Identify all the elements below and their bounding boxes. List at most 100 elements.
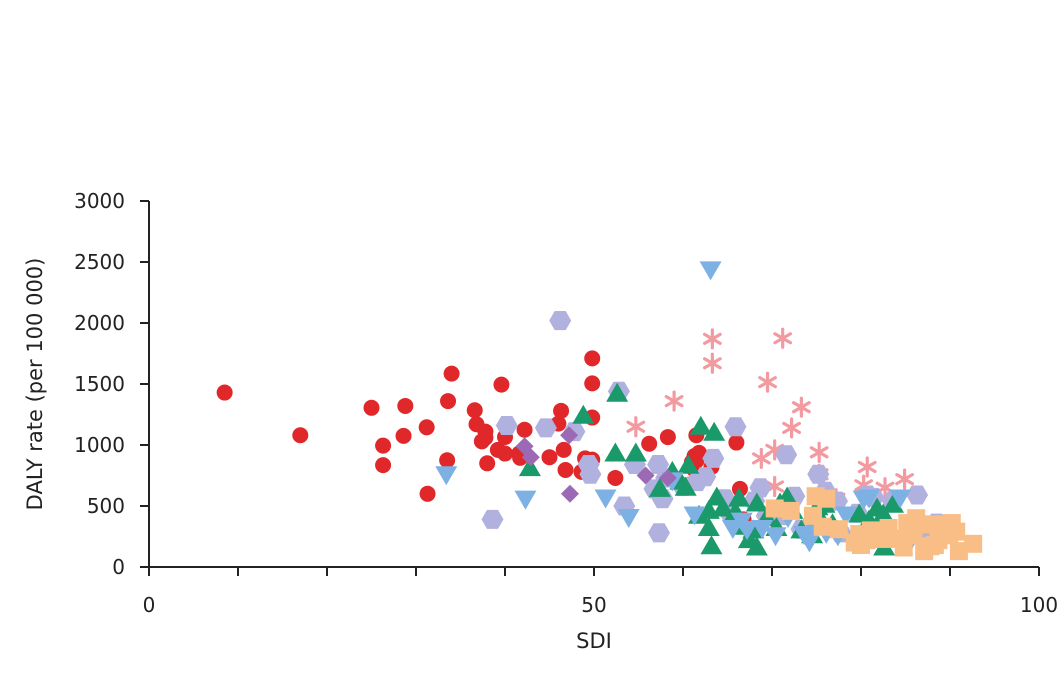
y-tick-label: 2000 [74,311,125,335]
data-point-circle [493,376,510,393]
data-point-triangle-down [736,521,759,541]
data-point-hexagon [775,445,798,465]
data-point-hexagon [481,509,504,529]
data-point-asterisk [782,417,801,439]
data-point-circle [553,402,570,419]
asterisk-stroke [626,420,646,433]
data-point-square [813,517,832,536]
data-point-asterisk [809,441,829,463]
data-point-triangle-up [728,487,751,507]
data-point-diamond [636,466,655,485]
data-point-circle [607,469,624,486]
data-point-hexagon [694,467,717,487]
data-point-asterisk [702,352,722,374]
data-point-triangle-down [594,489,617,509]
data-point-diamond [658,468,677,487]
data-point-hexagon [724,417,747,437]
data-point-triangle-up [572,404,595,424]
data-point-triangle-down [699,261,722,281]
data-point-circle [363,399,380,416]
data-point-triangle-down [514,490,537,510]
x-tick-label: 50 [581,593,606,617]
data-point-hexagon [648,523,670,543]
data-point-circle [466,402,483,419]
data-point-circle [728,434,745,451]
y-tick-label: 1000 [74,433,125,457]
data-point-hexagon [906,485,929,505]
data-point-triangle-up [700,535,723,555]
data-point-circle [584,375,601,392]
data-point-circle [557,462,574,479]
data-point-triangle-down [683,506,706,526]
y-tick-label: 0 [112,555,125,579]
data-point-triangle-up [677,454,700,474]
asterisk-stroke [791,401,811,414]
y-tick-label: 1500 [74,372,125,396]
data-point-circle [584,350,601,367]
asterisk-stroke [782,421,801,435]
data-point-hexagon [579,464,602,484]
data-point-circle [516,421,533,438]
data-point-circle [440,393,457,410]
data-point-circle [439,452,456,469]
data-point-triangle-up [689,415,712,435]
data-point-circle [397,397,414,414]
data-point-circle [419,485,436,502]
data-point-circle [375,437,392,454]
data-point-triangle-down [798,533,821,553]
asterisk-stroke [702,332,722,345]
data-point-asterisk [664,390,684,412]
data-point-circle [541,449,558,466]
data-point-asterisk [702,328,722,350]
y-tick-label: 3000 [74,189,125,213]
data-point-hexagon [807,464,830,484]
data-point-triangle-down [617,508,640,528]
asterisk-stroke [664,394,684,408]
data-point-hexagon [749,478,772,498]
data-point-diamond [521,448,540,467]
data-point-circle [555,441,572,458]
data-point-triangle-up [604,442,627,462]
data-point-square [909,515,928,534]
x-axis-title: SDI [576,629,612,653]
data-point-triangle-up [624,442,647,462]
data-point-circle [731,480,748,497]
data-point-circle [641,435,658,452]
data-point-square [765,499,784,518]
data-point-triangle-up [648,477,671,497]
data-points [216,261,983,561]
data-point-circle [497,445,513,462]
data-point-triangle-up [882,493,905,513]
data-point-circle [477,429,494,446]
data-point-asterisk [857,456,877,478]
data-point-triangle-down [751,519,774,539]
data-point-triangle-up [674,476,697,496]
asterisk-stroke [895,473,915,486]
data-point-circle [443,365,460,382]
data-point-circle [395,427,412,444]
data-point-asterisk [751,447,771,470]
asterisk-stroke [765,480,785,493]
y-tick-label: 2500 [74,250,125,274]
data-point-triangle-up [872,503,895,523]
asterisk-stroke [773,332,793,345]
tick-labels: 0 500 1000 1500 2000 2500 3000 0 50 100 [74,189,1058,617]
data-point-hexagon [702,448,725,468]
y-tick-label: 500 [87,494,125,518]
data-point-square [947,522,966,541]
data-point-triangle-down [889,489,912,509]
asterisk-stroke [758,376,777,389]
data-point-diamond [560,426,579,445]
data-point-triangle-down [764,527,787,547]
data-point-circle [216,384,233,401]
data-point-square [817,489,836,508]
data-point-triangle-up [518,457,541,477]
data-point-triangle-down [858,489,881,509]
data-point-circle [479,455,496,472]
data-point-circle [375,457,392,474]
data-point-circle [292,427,309,444]
data-point-square [949,542,968,561]
x-tick-label: 0 [143,593,156,617]
data-point-triangle-up [745,492,768,512]
